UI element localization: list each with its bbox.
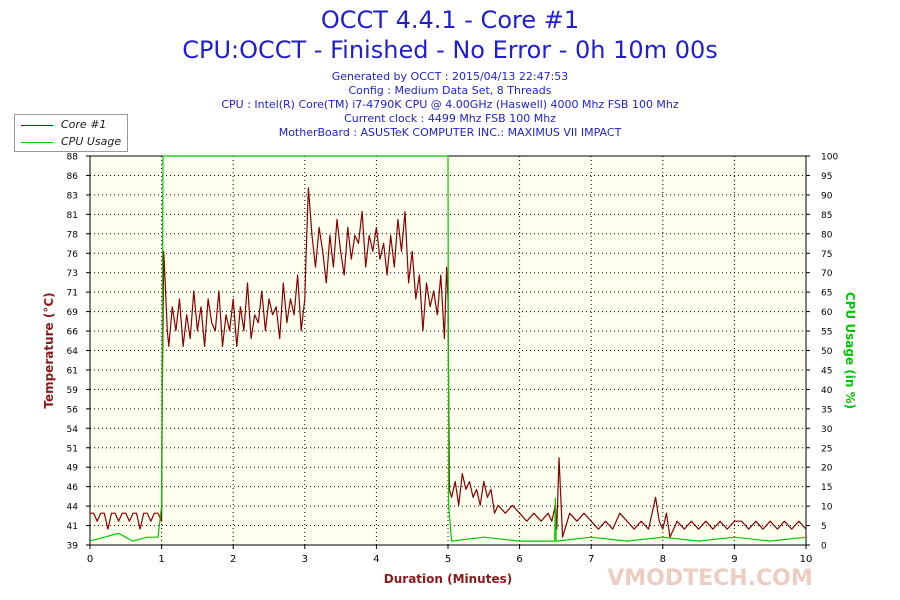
x-tick-label: 10 — [800, 554, 813, 565]
y-right-tick-label: 20 — [821, 464, 833, 474]
y-right-tick-label: 90 — [821, 191, 833, 201]
info-cpu: CPU : Intel(R) Core(TM) i7-4790K CPU @ 4… — [221, 98, 679, 111]
y-left-axis-label: Temperature (°C) — [42, 292, 56, 408]
y-right-tick-label: 35 — [821, 405, 832, 415]
y-left-tick-label: 59 — [67, 386, 79, 396]
y-right-tick-label: 70 — [821, 269, 833, 279]
info-clock: Current clock : 4499 Mhz FSB 100 Mhz — [344, 112, 556, 125]
y-right-tick-label: 10 — [821, 503, 833, 513]
y-right-axis-label: CPU Usage (in %) — [843, 292, 857, 409]
y-right-tick-label: 65 — [821, 289, 832, 299]
info-generated: Generated by OCCT : 2015/04/13 22:47:53 — [331, 70, 569, 83]
legend-swatch-cpu-usage — [21, 142, 53, 143]
y-right-tick-label: 40 — [821, 386, 833, 396]
legend-swatch-core — [21, 125, 53, 126]
y-right-tick-label: 0 — [821, 542, 827, 552]
y-left-tick-label: 61 — [67, 366, 78, 376]
y-left-tick-label: 69 — [67, 308, 79, 318]
y-right-tick-label: 50 — [821, 347, 833, 357]
y-left-tick-label: 88 — [67, 153, 79, 163]
y-left-tick-label: 46 — [67, 483, 79, 493]
watermark-text: VMODTECH.COM — [607, 566, 813, 591]
y-left-tick-label: 44 — [67, 503, 79, 513]
x-tick-label: 8 — [660, 554, 666, 565]
y-right-tick-label: 60 — [821, 308, 833, 318]
y-left-tick-label: 49 — [67, 464, 79, 474]
y-left-tick-label: 71 — [67, 289, 78, 299]
y-left-tick-label: 66 — [67, 328, 79, 338]
x-tick-label: 5 — [445, 554, 451, 565]
y-right-tick-label: 75 — [821, 250, 832, 260]
y-right-tick-label: 55 — [821, 328, 832, 338]
x-tick-label: 7 — [588, 554, 594, 565]
x-tick-label: 3 — [302, 554, 308, 565]
y-left-tick-label: 76 — [67, 250, 79, 260]
chart-title: OCCT 4.4.1 - Core #1 — [320, 6, 580, 34]
y-left-tick-label: 81 — [67, 211, 78, 221]
x-tick-label: 4 — [373, 554, 379, 565]
y-left-tick-label: 56 — [67, 405, 79, 415]
chart-subtitle: CPU:OCCT - Finished - No Error - 0h 10m … — [182, 36, 718, 64]
y-left-tick-label: 64 — [67, 347, 79, 357]
legend-label-core: Core #1 — [61, 118, 107, 131]
x-tick-label: 2 — [230, 554, 236, 565]
y-right-tick-label: 100 — [821, 153, 838, 163]
legend: Core #1 CPU Usage — [14, 114, 128, 152]
y-left-tick-label: 54 — [67, 425, 79, 435]
x-tick-label: 1 — [158, 554, 164, 565]
series-line-core — [90, 187, 807, 538]
y-right-tick-label: 15 — [821, 483, 832, 493]
x-tick-label: 6 — [516, 554, 522, 565]
y-right-tick-label: 80 — [821, 230, 833, 240]
y-right-tick-label: 5 — [821, 522, 827, 532]
y-right-tick-label: 95 — [821, 172, 832, 182]
y-left-tick-label: 83 — [67, 191, 78, 201]
legend-label-cpu-usage: CPU Usage — [61, 135, 122, 148]
y-left-tick-label: 78 — [67, 230, 79, 240]
info-config: Config : Medium Data Set, 8 Threads — [348, 84, 552, 97]
y-right-tick-label: 25 — [821, 444, 832, 454]
x-tick-label: 0 — [87, 554, 93, 565]
x-axis-label: Duration (Minutes) — [384, 572, 512, 586]
info-motherboard: MotherBoard : ASUSTeK COMPUTER INC.: MAX… — [278, 126, 622, 139]
series-line-cpu-usage — [89, 155, 807, 542]
y-right-tick-label: 85 — [821, 211, 832, 221]
y-left-tick-label: 41 — [67, 522, 78, 532]
x-tick-label: 9 — [731, 554, 737, 565]
y-left-tick-label: 39 — [67, 542, 79, 552]
y-left-tick-label: 51 — [67, 444, 78, 454]
y-right-tick-label: 45 — [821, 366, 832, 376]
y-left-tick-label: 73 — [67, 269, 78, 279]
y-left-tick-label: 86 — [67, 172, 79, 182]
y-right-tick-label: 30 — [821, 425, 833, 435]
